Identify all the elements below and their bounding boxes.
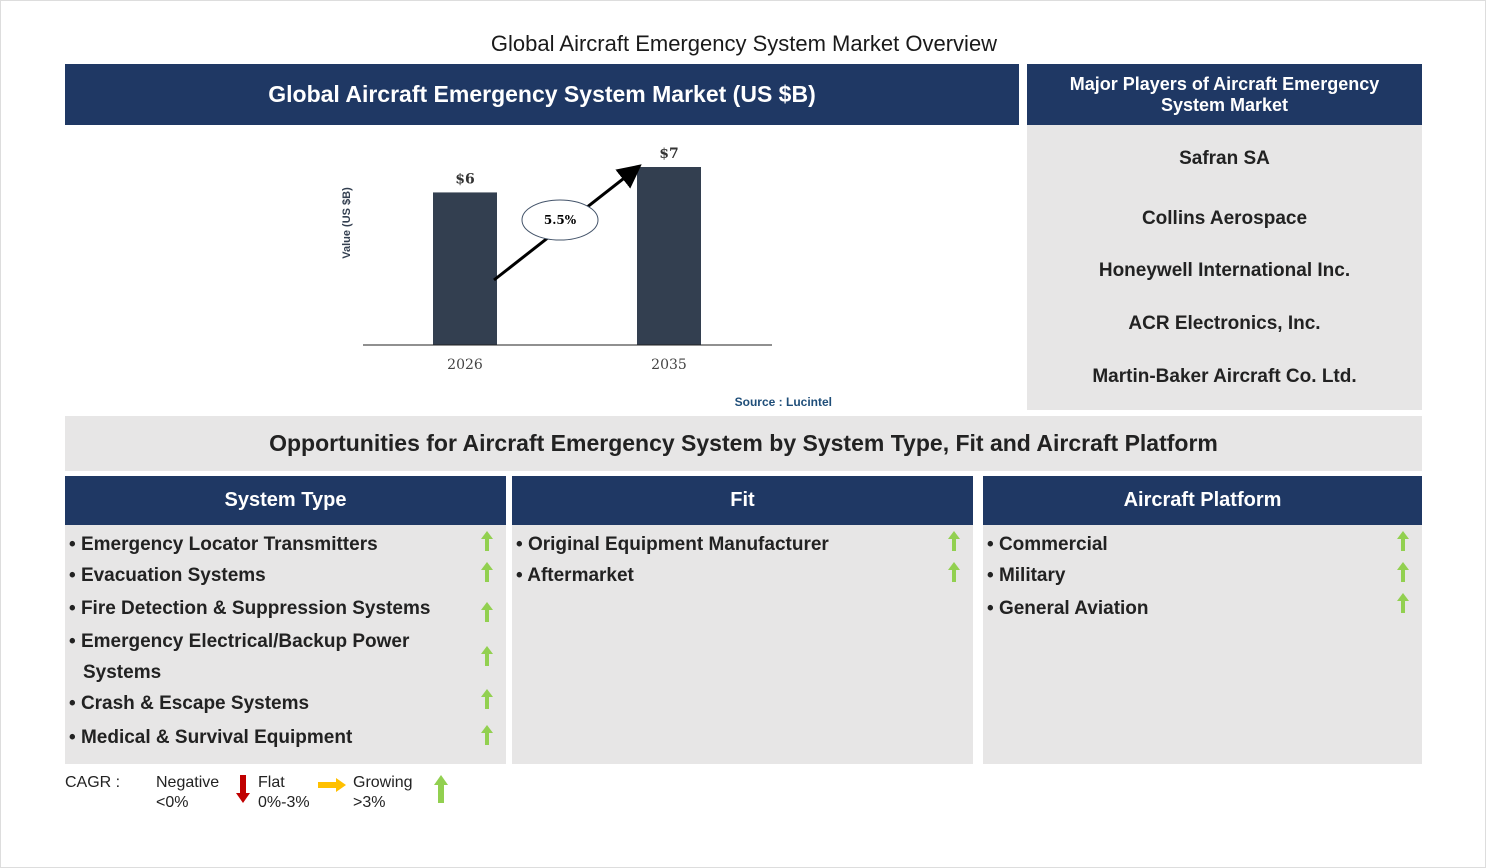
- list-item-label: Emergency Electrical/Backup Power System…: [80, 631, 410, 683]
- legend-growing-range: >3%: [353, 794, 386, 811]
- bullet: •: [987, 534, 999, 555]
- up-arrow-icon: [1397, 531, 1409, 551]
- system-type-list: • Emergency Locator Transmitters • Evacua…: [65, 525, 506, 764]
- legend-negative-label: Negative: [156, 774, 220, 791]
- list-item: • Commercial: [987, 529, 1367, 560]
- y-axis-label: Value (US $B): [341, 187, 353, 259]
- up-arrow-icon: [1397, 562, 1409, 582]
- aircraft-platform-header: Aircraft Platform: [983, 476, 1422, 525]
- player-item: ACR Electronics, Inc.: [1128, 313, 1321, 334]
- legend-flat: Flat 0%-3%: [258, 773, 310, 813]
- player-item: Martin-Baker Aircraft Co. Ltd.: [1092, 366, 1357, 387]
- bullet: •: [69, 727, 81, 748]
- list-item: • Aftermarket: [516, 560, 896, 591]
- list-item: • Fire Detection & Suppression Systems: [69, 593, 469, 624]
- system-type-header: System Type: [65, 476, 506, 525]
- data-label: $7: [659, 146, 678, 162]
- cagr-ellipse: [521, 199, 599, 241]
- bullet: •: [987, 565, 999, 586]
- players-list: Safran SA Collins Aerospace Honeywell In…: [1027, 125, 1422, 410]
- aircraft-platform-list: • Commercial • Military • General Aviation: [983, 525, 1422, 764]
- player-item: Honeywell International Inc.: [1098, 260, 1351, 281]
- market-chart: Value (US $B) $6 2026 $7 2035 5.5% Source :…: [341, 146, 832, 409]
- legend-flat-label: Flat: [258, 774, 285, 791]
- list-item-label: Military: [998, 565, 1066, 586]
- list-item: • Crash & Escape Systems: [69, 688, 469, 719]
- player-item: Safran SA: [1179, 148, 1270, 169]
- list-item-label: Commercial: [998, 534, 1108, 555]
- page-title: Global Aircraft Emergency System Market …: [490, 31, 998, 56]
- up-arrow-icon: [481, 602, 493, 622]
- list-item: • Military: [987, 560, 1367, 591]
- list-item: • Evacuation Systems: [69, 560, 469, 591]
- list-item: • Emergency Locator Transmitters: [69, 529, 469, 560]
- bullet: •: [516, 534, 528, 555]
- fit-list: • Original Equipment Manufacturer • After…: [512, 525, 973, 764]
- player-item: Collins Aerospace: [1141, 208, 1308, 229]
- up-arrow-icon: [481, 531, 493, 551]
- list-item-label: Medical & Survival Equipment: [80, 727, 353, 748]
- up-arrow-icon: [948, 531, 960, 551]
- opportunities-header: Opportunities for Aircraft Emergency Sys…: [65, 416, 1422, 471]
- down-arrow-icon: [236, 775, 250, 803]
- legend-flat-range: 0%-3%: [258, 794, 310, 811]
- list-item: • Medical & Survival Equipment: [69, 722, 469, 753]
- market-header: Global Aircraft Emergency System Market …: [65, 64, 1019, 125]
- up-arrow-icon: [948, 562, 960, 582]
- list-item-label: General Aviation: [998, 598, 1149, 619]
- up-arrow-icon: [481, 689, 493, 709]
- list-item-label: Aftermarket: [527, 565, 634, 586]
- bullet: •: [69, 598, 81, 619]
- list-item-label: Crash & Escape Systems: [80, 693, 310, 714]
- bullet: •: [69, 534, 81, 555]
- bullet: •: [516, 565, 528, 586]
- up-arrow-icon: [481, 646, 493, 666]
- data-label: $6: [455, 171, 474, 187]
- bullet: •: [69, 693, 81, 714]
- right-arrow-icon: [318, 778, 346, 792]
- up-arrow-icon: [481, 725, 493, 745]
- bar-2026: [433, 192, 497, 345]
- list-item: • Emergency Electrical/Backup Power Syst…: [69, 626, 469, 688]
- list-item-label: Evacuation Systems: [80, 565, 266, 586]
- list-item: • Original Equipment Manufacturer: [516, 529, 896, 560]
- cagr-label: 5.5%: [544, 213, 577, 227]
- legend-label: CAGR :: [65, 774, 121, 791]
- legend-negative: Negative <0%: [156, 773, 219, 813]
- list-item-label: Original Equipment Manufacturer: [527, 534, 829, 555]
- fit-header: Fit: [512, 476, 973, 525]
- bullet: •: [69, 631, 81, 652]
- x-tick-label: 2026: [447, 357, 483, 373]
- up-arrow-icon: [1397, 593, 1409, 613]
- legend-growing: Growing >3%: [353, 773, 413, 813]
- bullet: •: [69, 565, 81, 586]
- list-item-label: Fire Detection & Suppression Systems: [80, 598, 431, 619]
- list-item: • General Aviation: [987, 593, 1367, 624]
- bullet: •: [987, 598, 999, 619]
- legend-growing-label: Growing: [353, 774, 413, 791]
- bar-2035: [637, 167, 701, 345]
- legend-negative-range: <0%: [156, 794, 189, 811]
- source-label: Source : Lucintel: [735, 395, 832, 409]
- x-tick-label: 2035: [651, 357, 687, 373]
- players-header: Major Players of Aircraft Emergency Syst…: [1027, 64, 1422, 125]
- up-arrow-icon: [481, 562, 493, 582]
- list-item-label: Emergency Locator Transmitters: [80, 534, 378, 555]
- up-arrow-icon: [434, 775, 448, 803]
